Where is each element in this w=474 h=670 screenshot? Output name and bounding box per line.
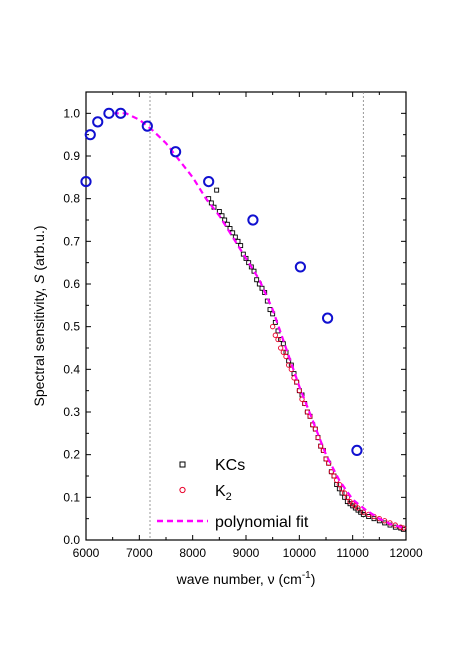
kcs-point xyxy=(216,209,222,214)
x-tick-label: 12000 xyxy=(389,546,423,560)
y-tick-label: 0.9 xyxy=(63,149,80,163)
kcs-point xyxy=(214,187,220,193)
x-tick-label: 9000 xyxy=(233,546,260,560)
x-axis-title: wave number, ν (cm-1) xyxy=(176,570,316,587)
kcs-point xyxy=(208,200,214,206)
k2-point xyxy=(312,426,318,432)
y-tick-label: 0.7 xyxy=(63,234,80,248)
legend-label-kcs: KCs xyxy=(215,457,245,474)
legend: KCs K2 polynomial fit xyxy=(157,457,309,531)
polynomial-fit-line xyxy=(112,112,407,530)
k2-point xyxy=(360,509,366,515)
open-circle-point xyxy=(322,312,334,324)
k2-point xyxy=(294,379,300,385)
kcs-point xyxy=(259,285,265,291)
kcs-point xyxy=(280,341,286,347)
open-circle-point xyxy=(294,261,306,273)
k2-point xyxy=(342,490,348,496)
legend-label-k2-main: K xyxy=(215,483,226,500)
x-axis-title-sup: -1 xyxy=(302,570,311,581)
legend-label-k2-sub: 2 xyxy=(226,491,232,503)
open-circle-point xyxy=(80,176,92,188)
k2-point xyxy=(344,494,350,500)
open-circle-point xyxy=(141,120,153,132)
y-axis-title-end: (arb.u.) xyxy=(31,225,47,274)
open-circle-point xyxy=(203,176,215,188)
k2-point xyxy=(283,353,289,360)
x-axis-title-main: wave number, ν (cm xyxy=(176,571,302,587)
legend-marker-kcs xyxy=(179,461,186,468)
x-tick-label: 8000 xyxy=(179,546,206,560)
legend-label-fit: polynomial fit xyxy=(215,514,309,531)
k2-point xyxy=(331,473,337,479)
k2-point xyxy=(280,349,286,355)
k2-point xyxy=(355,505,361,511)
y-axis-title-main: Spectral sensitivity, xyxy=(31,284,47,407)
open-circle-point xyxy=(115,107,127,119)
x-tick-label: 10000 xyxy=(283,546,317,560)
plot-frame xyxy=(85,91,407,541)
x-tick-label: 7000 xyxy=(126,546,153,560)
k2-point xyxy=(278,345,284,351)
kcs-point xyxy=(254,277,260,283)
open-circle-point xyxy=(103,107,115,119)
y-tick-label: 0.4 xyxy=(63,362,80,376)
kcs-point xyxy=(238,243,244,249)
k2-point xyxy=(328,469,334,475)
series-polynomial-fit xyxy=(112,112,407,530)
kcs-point xyxy=(366,514,372,519)
k2-point xyxy=(275,336,281,343)
x-tick-label: 11000 xyxy=(336,546,369,560)
series-k2 xyxy=(270,324,406,531)
k2-point xyxy=(270,324,276,330)
y-axis-title-var: S xyxy=(31,274,47,284)
k2-point xyxy=(286,362,292,368)
kcs-point xyxy=(371,516,377,522)
open-circle-point xyxy=(84,129,96,141)
k2-point xyxy=(320,447,326,454)
y-tick-label: 0.2 xyxy=(63,448,80,462)
y-tick-label: 0.3 xyxy=(63,405,80,419)
kcs-point xyxy=(360,511,366,517)
open-circle-point xyxy=(351,444,363,456)
y-axis-title: Spectral sensitivity, S (arb.u.) xyxy=(31,225,47,406)
k2-point xyxy=(336,481,342,488)
open-circle-point xyxy=(92,116,104,128)
y-tick-label: 0.0 xyxy=(63,533,80,547)
open-circle-point xyxy=(247,214,259,226)
kcs-point xyxy=(227,226,233,231)
reference-lines xyxy=(149,92,364,540)
legend-label-k2: K2 xyxy=(215,483,232,503)
open-circle-point xyxy=(170,146,182,158)
legend-marker-k2 xyxy=(179,486,186,494)
kcs-point xyxy=(222,217,228,223)
kcs-point xyxy=(232,234,238,240)
y-tick-label: 0.5 xyxy=(63,320,80,334)
x-axis-title-end: ) xyxy=(311,571,316,587)
y-tick-label: 0.6 xyxy=(63,277,80,291)
series-kcs xyxy=(206,187,406,532)
series-open-circles xyxy=(80,107,363,456)
y-tick-label: 0.1 xyxy=(63,490,80,504)
y-tick-label: 0.8 xyxy=(63,192,80,206)
k2-point xyxy=(315,434,321,441)
ticks: 6000 7000 8000 9000 10000 11000 12000 0.0 0.1 0.2… xyxy=(63,92,423,560)
k2-point xyxy=(272,332,278,338)
k2-point xyxy=(299,396,305,402)
y-tick-label: 1.0 xyxy=(63,106,80,120)
axes xyxy=(85,91,407,541)
x-tick-label: 6000 xyxy=(73,546,100,560)
